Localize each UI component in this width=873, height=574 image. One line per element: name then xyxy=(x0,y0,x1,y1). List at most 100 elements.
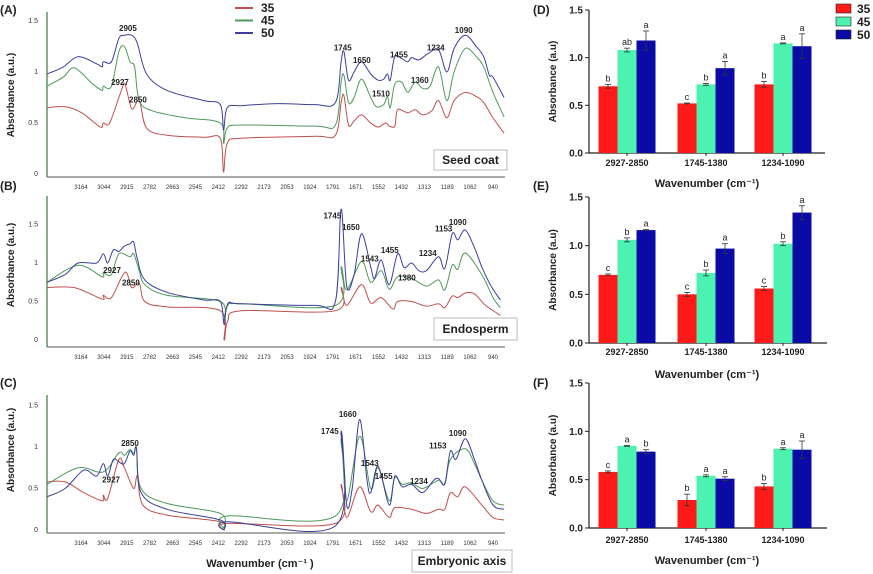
peak-label: 2927 xyxy=(111,78,129,87)
spectrum-line-45 xyxy=(46,435,505,529)
x-tick-label: 2663 xyxy=(166,185,180,191)
x-tick-label: 1313 xyxy=(418,541,432,547)
x-tick-label: 1432 xyxy=(395,541,409,547)
bar-50 xyxy=(715,478,735,528)
panel-label: (E) xyxy=(533,179,549,193)
bar-35 xyxy=(754,288,774,343)
y-axis-label: Absorbance (a.u) xyxy=(548,229,559,311)
y-tick-label: 0.5 xyxy=(28,299,38,306)
significance-letter: a xyxy=(780,32,785,42)
bar-panel-f: (F) 0.0 0.5 1.0 1.5 Absorbance (a.u) 2927-2850… xyxy=(533,376,827,567)
x-tick-label: 3044 xyxy=(97,355,111,361)
bar-35 xyxy=(677,294,697,343)
x-tick-label: 1062 xyxy=(463,541,477,547)
spectrum-line-35 xyxy=(46,457,505,531)
x-tick-label: 2915 xyxy=(120,355,134,361)
spectra-panel-b: (B) 0 0.5 1 1.5 3164 3044 2915 2782 2663 2545 2412 2… xyxy=(0,179,518,361)
significance-letter: b xyxy=(780,231,785,241)
x-tick-label: 2782 xyxy=(143,355,157,361)
x-axis-label: Wavenumber (cm⁻¹ ) xyxy=(206,558,314,570)
x-tick-label: 1671 xyxy=(349,541,363,547)
significance-letter: a xyxy=(722,233,727,243)
legend-swatch-45 xyxy=(835,16,852,27)
x-tick-label: 1552 xyxy=(372,185,386,191)
x-axis-label: Wavenumber (cm⁻¹) xyxy=(655,369,760,381)
x-tick-label: 2173 xyxy=(257,185,271,191)
x-tick-label: 1189 xyxy=(441,185,455,191)
bar-35 xyxy=(754,486,774,528)
peak-label: 1234 xyxy=(427,44,445,53)
x-tick-label: 2782 xyxy=(143,541,157,547)
significance-letter: a xyxy=(799,23,804,33)
peak-label: 2905 xyxy=(119,24,137,33)
x-tick-label: 940 xyxy=(488,541,499,547)
bar-45 xyxy=(696,272,716,343)
peak-label: 1510 xyxy=(372,89,390,98)
significance-letter: b xyxy=(761,473,766,483)
bar-panel-e: (E) 0.0 0.5 1.0 1.5 Absorbance (a.u) 2927-2850… xyxy=(533,179,827,381)
legend-label: 45 xyxy=(857,15,871,29)
x-tick-label: 1234-1090 xyxy=(761,158,804,168)
x-tick-label: 1924 xyxy=(303,185,317,191)
peak-label: 1090 xyxy=(449,429,467,438)
y-tick-label: 0.0 xyxy=(569,339,583,350)
tissue-label-box xyxy=(433,317,518,341)
bar-45 xyxy=(617,445,637,528)
bar-50 xyxy=(636,40,656,153)
peak-label: 1543 xyxy=(361,254,379,263)
x-tick-label: 2545 xyxy=(189,541,203,547)
y-tick-label: 0.5 xyxy=(569,290,583,301)
x-tick-label: 2173 xyxy=(257,541,271,547)
bar-50 xyxy=(636,230,656,343)
x-tick-label: 1791 xyxy=(326,355,340,361)
significance-letter: a xyxy=(780,437,785,447)
peak-label: 1153 xyxy=(435,224,453,233)
y-tick-label: 1.5 xyxy=(28,222,38,229)
significance-letter: c xyxy=(606,460,611,470)
significance-letter: b xyxy=(703,259,708,269)
significance-letter: c xyxy=(685,92,690,102)
x-tick-label: 2927-2850 xyxy=(605,158,648,168)
panel-label: (C) xyxy=(0,376,17,390)
x-tick-label: 1234-1090 xyxy=(761,535,804,545)
peak-label: 1455 xyxy=(381,246,399,255)
x-tick-label: 2782 xyxy=(143,185,157,191)
tissue-label: Embryonic axis xyxy=(418,554,507,568)
x-tick-label: 1313 xyxy=(418,185,432,191)
spectrum-line-50 xyxy=(46,208,501,326)
bar-35 xyxy=(677,499,697,528)
peak-label: 1360 xyxy=(411,76,429,85)
x-tick-label: 1924 xyxy=(303,355,317,361)
peak-label: 1234 xyxy=(419,249,437,258)
significance-letter: a xyxy=(624,434,629,444)
spectrum-line-50 xyxy=(46,34,505,131)
panel-label: (D) xyxy=(533,3,550,17)
y-tick-label: 0.0 xyxy=(569,524,583,535)
y-axis-label: Absorbance (a.u.) xyxy=(6,53,17,137)
bar-35 xyxy=(598,471,618,528)
peak-label: 2927 xyxy=(103,266,121,275)
bar-35 xyxy=(677,103,697,153)
bar-35 xyxy=(598,274,618,343)
significance-letter: b xyxy=(605,73,610,83)
bar-45 xyxy=(617,239,637,343)
x-tick-label: 2663 xyxy=(166,355,180,361)
y-axis-label: Absorbance (a.u.) xyxy=(6,223,17,307)
significance-letter: a xyxy=(643,219,648,229)
significance-letter: b xyxy=(643,439,648,449)
bar-50 xyxy=(715,248,735,343)
x-tick-label: 1189 xyxy=(441,355,455,361)
legend-label: 35 xyxy=(261,1,275,15)
peak-label: 2850 xyxy=(121,439,139,448)
significance-letter: ab xyxy=(622,37,632,47)
x-axis-label: Wavenumber (cm⁻¹) xyxy=(655,178,760,190)
peak-label: 1380 xyxy=(398,274,416,283)
peak-label: 1660 xyxy=(339,410,357,419)
x-tick-label: 2412 xyxy=(212,185,226,191)
bar-35 xyxy=(598,86,618,153)
y-tick-label: 1 xyxy=(34,260,38,267)
y-tick-label: 0 xyxy=(34,171,38,178)
significance-letter: c xyxy=(606,263,611,273)
x-tick-label: 2053 xyxy=(280,541,294,547)
